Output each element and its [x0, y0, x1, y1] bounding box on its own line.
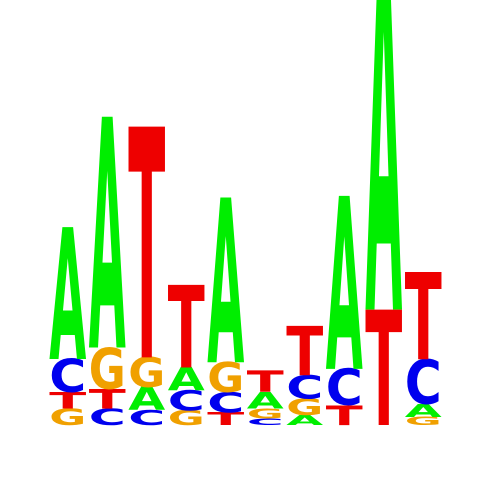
logo-letter-C-pos1: C — [49, 351, 86, 403]
logo-letter-A-pos10: A — [405, 400, 442, 422]
logo-letter-T-pos10: T — [405, 248, 442, 387]
logo-letter-G-pos6: G — [247, 406, 284, 422]
logo-letter-A-pos9: A — [365, 0, 402, 428]
logo-letter-G-pos4: G — [168, 407, 205, 430]
logo-letter-C-pos5: C — [207, 386, 244, 418]
logo-column-9: TA — [365, 0, 402, 462]
logo-letter-T-pos9: T — [365, 278, 402, 463]
logo-letter-G-pos10: G — [405, 415, 442, 428]
logo-letter-A-pos5: A — [207, 152, 244, 416]
logo-letter-G-pos7: G — [286, 395, 323, 421]
logo-letter-C-pos2: C — [89, 405, 126, 431]
logo-letter-C-pos6: C — [247, 417, 284, 428]
logo-letter-C-pos7: C — [286, 369, 323, 406]
logo-letter-G-pos3: G — [128, 350, 165, 397]
logo-letter-T-pos1: T — [49, 387, 87, 414]
logo-letter-T-pos8: T — [326, 400, 364, 432]
logo-letter-T-pos3: T — [128, 63, 165, 432]
logo-letter-A-pos7: A — [286, 413, 324, 429]
logo-letter-C-pos8: C — [326, 360, 363, 418]
logo-letter-C-pos4: C — [168, 385, 205, 417]
logo-letter-C-pos10: C — [405, 348, 442, 419]
logo-letter-A-pos3: A — [128, 380, 166, 417]
logo-letter-A-pos2: A — [89, 55, 126, 423]
logo-letter-T-pos5: T — [207, 408, 245, 429]
logo-letter-A-pos1: A — [49, 192, 86, 403]
logo-letter-T-pos6: T — [247, 366, 284, 400]
logo-letter-T-pos2: T — [89, 384, 127, 416]
logo-letter-T-pos4: T — [168, 263, 205, 394]
logo-letter-A-pos4: A — [168, 361, 206, 398]
logo-column-8: TCA — [326, 150, 364, 432]
logo-letter-G-pos2: G — [89, 338, 126, 403]
logo-letter-T-pos7: T — [286, 314, 323, 392]
logo-letter-G-pos1: G — [49, 405, 86, 431]
logo-letter-A-pos6: A — [247, 387, 284, 414]
logo-letter-C-pos3: C — [128, 406, 165, 430]
logo-letter-G-pos5: G — [207, 355, 244, 402]
logo-letter-A-pos8: A — [326, 150, 363, 426]
